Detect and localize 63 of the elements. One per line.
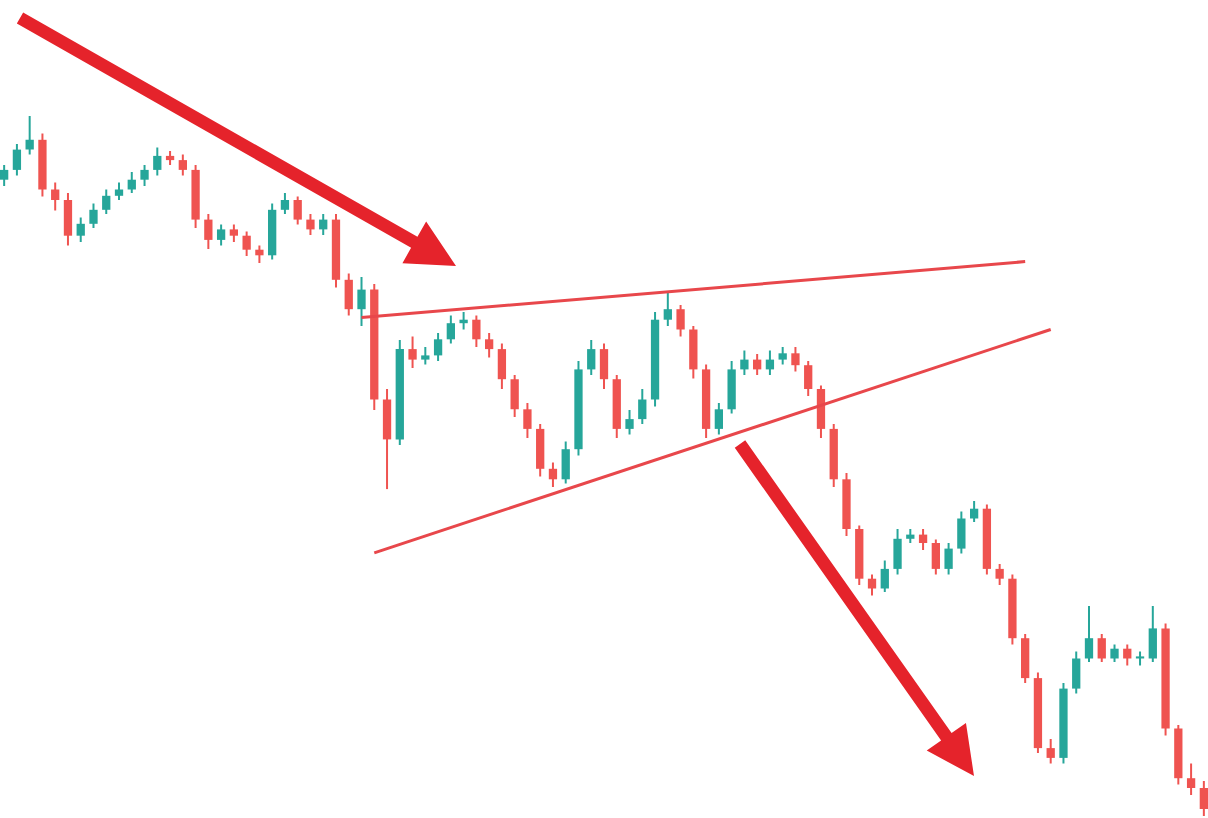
- candlestick: [153, 146, 162, 177]
- candlestick: [727, 360, 736, 415]
- candlestick: [446, 314, 455, 345]
- candlestick: [242, 230, 251, 257]
- candlestick: [714, 402, 724, 436]
- candlestick: [510, 374, 519, 418]
- candlestick: [957, 510, 966, 555]
- candlestick: [804, 360, 813, 397]
- candlestick: [1097, 633, 1106, 663]
- candlestick: [204, 213, 213, 250]
- candlestick: [127, 171, 136, 194]
- candlestick: [995, 563, 1004, 586]
- candlestick: [382, 388, 392, 491]
- candlestick: [791, 346, 800, 373]
- candlestick: [1199, 780, 1208, 817]
- candlestick: [663, 290, 672, 327]
- candlestick: [51, 181, 60, 212]
- candlestick: [676, 304, 685, 338]
- candlestick: [408, 335, 417, 369]
- candlestick: [140, 164, 149, 187]
- candlestick: [969, 500, 979, 523]
- candlestick: [1123, 643, 1132, 667]
- candlestick: [918, 528, 928, 551]
- candlestick: [880, 559, 889, 593]
- candlestick: [599, 342, 609, 390]
- candlestick: [25, 115, 34, 156]
- candlestick: [1072, 650, 1081, 695]
- candlestick: [433, 332, 443, 362]
- candlestick: [638, 388, 647, 425]
- candlestick: [178, 153, 187, 177]
- candlestick: [867, 573, 877, 597]
- candlestick: [0, 164, 9, 187]
- candlestick: [76, 216, 85, 243]
- candlestick: [548, 461, 558, 488]
- candlestick: [344, 272, 353, 317]
- candlestick: [536, 423, 545, 478]
- candlestick: [484, 332, 494, 359]
- candlestick: [293, 195, 302, 226]
- candlestick: [1084, 605, 1094, 663]
- candlestick: [268, 202, 277, 261]
- candlestick: [497, 342, 507, 390]
- candlestick: [472, 314, 481, 348]
- candlestick: [102, 188, 111, 215]
- candlestick: [1186, 762, 1196, 796]
- candlestick: [587, 339, 596, 376]
- candlestick: [357, 276, 366, 327]
- candlestick: [1148, 605, 1157, 663]
- candlestick: [689, 325, 698, 380]
- candlestick: [523, 402, 532, 439]
- candlestick: [561, 440, 570, 485]
- candlestick: [944, 542, 953, 576]
- candlestick: [893, 528, 902, 576]
- candlestick: [12, 143, 22, 177]
- candlestick: [216, 223, 226, 247]
- candlestick: [931, 538, 940, 576]
- candlestick: [89, 202, 98, 229]
- candlestick: [740, 349, 749, 376]
- candlestick: [306, 213, 315, 236]
- candlestick: [1046, 738, 1055, 765]
- candlestick: [1021, 633, 1030, 684]
- candlestick: [280, 192, 290, 215]
- candlestick: [63, 192, 73, 247]
- candlestick: [625, 409, 634, 436]
